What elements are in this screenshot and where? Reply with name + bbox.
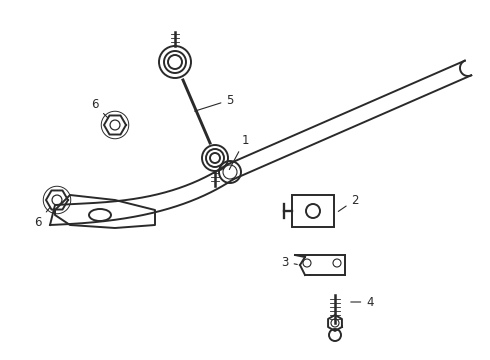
Text: 6: 6	[34, 207, 50, 229]
Text: 4: 4	[351, 296, 374, 309]
Text: 3: 3	[281, 256, 297, 269]
Text: 6: 6	[91, 99, 108, 118]
Text: 5: 5	[195, 94, 234, 111]
Bar	[292, 195, 334, 227]
Text: 1: 1	[229, 134, 249, 170]
Text: 2: 2	[338, 194, 359, 211]
